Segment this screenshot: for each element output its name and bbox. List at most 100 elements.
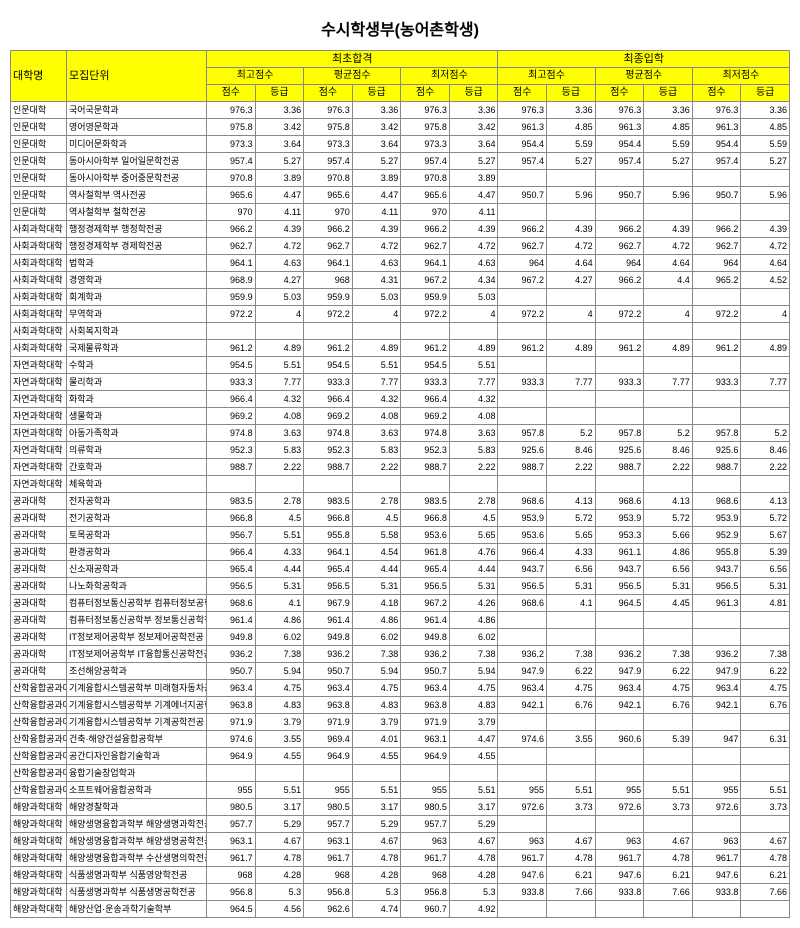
table-row: 자연과학대학간호학과988.72.22988.72.22988.72.22988… [11, 459, 790, 476]
cell-value: 5.51 [449, 782, 498, 799]
cell-value: 957.4 [207, 153, 256, 170]
cell-value: 963.8 [401, 697, 450, 714]
table-row: 공과대학조선해양공학과950.75.94950.75.94950.75.9494… [11, 663, 790, 680]
cell-value: 4.72 [352, 238, 401, 255]
cell-value: 4.67 [741, 833, 790, 850]
cell-value: 970.8 [207, 170, 256, 187]
cell-dept: 자연과학대학 [11, 391, 67, 408]
cell-dept: 사회과학대학 [11, 272, 67, 289]
cell-unit: 해양산업·운송과학기술학부 [67, 901, 207, 918]
cell-value: 7.38 [255, 646, 304, 663]
cell-value: 949.8 [401, 629, 450, 646]
cell-unit: 역사철학부 역사전공 [67, 187, 207, 204]
table-row: 해양과학대학해양생명융합과학부 해양생명과학전공957.75.29957.75.… [11, 816, 790, 833]
hdr-leaf: 등급 [352, 85, 401, 102]
cell-value [595, 289, 644, 306]
cell-value: 955.8 [692, 544, 741, 561]
cell-value [547, 629, 596, 646]
cell-value: 955 [304, 782, 353, 799]
cell-dept: 인문대학 [11, 102, 67, 119]
cell-value [644, 901, 693, 918]
cell-unit: 체육학과 [67, 476, 207, 493]
cell-dept: 공과대학 [11, 561, 67, 578]
cell-value: 936.2 [304, 646, 353, 663]
cell-value: 4.78 [449, 850, 498, 867]
cell-value: 5.72 [741, 510, 790, 527]
cell-value: 4.74 [352, 901, 401, 918]
table-row: 공과대학IT정보제어공학부 정보제어공학전공949.86.02949.86.02… [11, 629, 790, 646]
cell-value: 961.3 [692, 595, 741, 612]
cell-value [692, 357, 741, 374]
cell-value: 957.8 [498, 425, 547, 442]
table-row: 인문대학동아시아학부 일어일문학전공957.45.27957.45.27957.… [11, 153, 790, 170]
cell-value: 4.55 [352, 748, 401, 765]
cell-value [498, 476, 547, 493]
cell-value [741, 612, 790, 629]
cell-value: 936.2 [595, 646, 644, 663]
cell-value: 4.72 [741, 238, 790, 255]
cell-value [547, 612, 596, 629]
cell-value: 2.22 [255, 459, 304, 476]
cell-value: 5.29 [352, 816, 401, 833]
cell-value: 2.78 [255, 493, 304, 510]
cell-value: 976.3 [498, 102, 547, 119]
cell-value: 966.8 [304, 510, 353, 527]
cell-value: 4.11 [449, 204, 498, 221]
cell-value: 960.7 [401, 901, 450, 918]
cell-value: 4.64 [741, 255, 790, 272]
cell-value: 963.8 [304, 697, 353, 714]
cell-unit: 사회복지학과 [67, 323, 207, 340]
cell-value [547, 357, 596, 374]
cell-value: 976.3 [401, 102, 450, 119]
cell-value: 4.86 [352, 612, 401, 629]
cell-value: 970.8 [401, 170, 450, 187]
hdr-dept: 대학명 [11, 51, 67, 102]
cell-value: 5.27 [449, 153, 498, 170]
cell-value: 961.2 [207, 340, 256, 357]
cell-value: 4.39 [547, 221, 596, 238]
cell-value: 950.7 [401, 663, 450, 680]
cell-value: 954.4 [692, 136, 741, 153]
cell-value: 7.38 [352, 646, 401, 663]
cell-value: 4.67 [449, 833, 498, 850]
cell-value [547, 408, 596, 425]
cell-value: 968.6 [207, 595, 256, 612]
cell-value: 965.4 [401, 561, 450, 578]
cell-value: 3.89 [352, 170, 401, 187]
cell-value [255, 476, 304, 493]
cell-value: 4 [352, 306, 401, 323]
cell-value: 963.4 [207, 680, 256, 697]
cell-value: 4 [741, 306, 790, 323]
cell-unit: 식품생명과학부 식품생명공학전공 [67, 884, 207, 901]
cell-unit: 컴퓨터정보통신공학부 컴퓨터정보공학전공 [67, 595, 207, 612]
cell-value [401, 323, 450, 340]
cell-value: 4.92 [449, 901, 498, 918]
cell-unit: 신소재공학과 [67, 561, 207, 578]
cell-value [498, 391, 547, 408]
cell-value: 3.42 [352, 119, 401, 136]
cell-value: 976.3 [692, 102, 741, 119]
cell-dept: 자연과학대학 [11, 374, 67, 391]
cell-value: 6.22 [644, 663, 693, 680]
table-row: 산학융합공과대학건축·해양건설융합공학부974.63.55969.44.0196… [11, 731, 790, 748]
cell-value: 4.47 [352, 187, 401, 204]
cell-value: 972.6 [692, 799, 741, 816]
cell-value: 8.46 [547, 442, 596, 459]
cell-value [498, 170, 547, 187]
cell-value: 964 [498, 255, 547, 272]
cell-dept: 해양과학대학 [11, 884, 67, 901]
cell-value: 5.27 [741, 153, 790, 170]
cell-value: 4.28 [449, 867, 498, 884]
cell-value: 4.72 [547, 238, 596, 255]
cell-value: 961.4 [207, 612, 256, 629]
cell-unit: 수학과 [67, 357, 207, 374]
cell-value: 961.4 [304, 612, 353, 629]
cell-value [644, 612, 693, 629]
cell-value: 953.9 [692, 510, 741, 527]
cell-value: 957.7 [304, 816, 353, 833]
cell-value: 5.96 [644, 187, 693, 204]
cell-value: 5.96 [741, 187, 790, 204]
cell-value: 925.6 [595, 442, 644, 459]
cell-value: 5.51 [644, 782, 693, 799]
cell-value: 962.7 [498, 238, 547, 255]
